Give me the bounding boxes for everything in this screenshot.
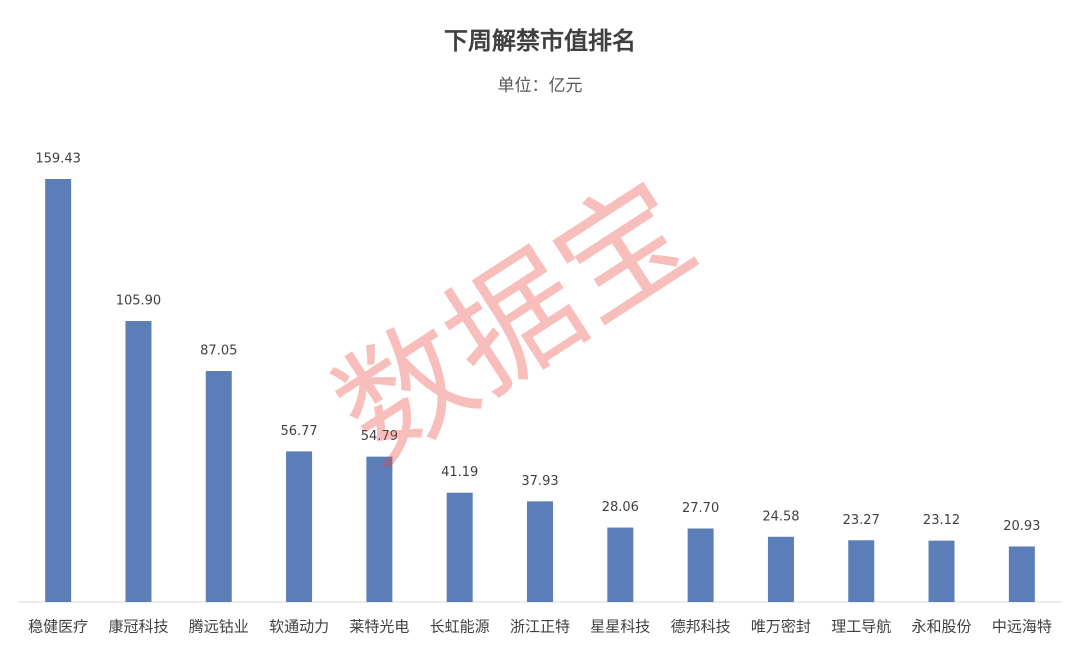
- x-tick-label: 理工导航: [831, 618, 891, 636]
- x-tick-label: 唯万密封: [751, 618, 811, 636]
- bar: [527, 501, 553, 602]
- x-tick-label: 莱特光电: [349, 618, 409, 636]
- bar: [1008, 546, 1035, 602]
- value-label: 20.93: [1003, 519, 1040, 534]
- value-label: 159.43: [35, 152, 81, 167]
- value-label: 28.06: [602, 500, 639, 515]
- bar: [446, 492, 473, 602]
- x-tick-label: 中远海特: [992, 618, 1052, 636]
- x-tick-label: 永和股份: [912, 618, 972, 636]
- x-tick-label: 腾远钴业: [189, 618, 249, 636]
- bar: [125, 321, 152, 602]
- bar: [607, 527, 634, 602]
- value-label: 56.77: [280, 424, 317, 439]
- x-tick-label: 星星科技: [590, 618, 650, 636]
- bar: [767, 536, 794, 602]
- x-tick-label: 长虹能源: [430, 618, 490, 636]
- value-label: 27.70: [682, 501, 719, 516]
- value-label: 54.79: [361, 429, 398, 444]
- bar: [687, 528, 714, 602]
- value-label: 37.93: [521, 474, 558, 489]
- value-label: 87.05: [200, 344, 237, 359]
- bar: [848, 540, 875, 602]
- bar: [366, 456, 393, 602]
- x-tick-label: 德邦科技: [671, 618, 731, 636]
- value-label: 105.90: [116, 294, 162, 309]
- bar: [45, 179, 72, 602]
- value-label: 41.19: [441, 465, 478, 480]
- x-tick-label: 软通动力: [269, 618, 329, 636]
- bar: [286, 451, 313, 602]
- x-tick-label: 浙江正特: [510, 618, 570, 636]
- value-label: 24.58: [762, 509, 799, 524]
- bar: [205, 371, 232, 602]
- bar: [928, 540, 955, 602]
- x-tick-label: 稳健医疗: [28, 618, 88, 636]
- chart-subtitle: 单位：亿元: [498, 76, 583, 96]
- chart-title: 下周解禁市值排名: [444, 27, 636, 55]
- value-label: 23.12: [923, 513, 960, 528]
- x-tick-label: 康冠科技: [108, 618, 168, 636]
- value-label: 23.27: [843, 513, 880, 528]
